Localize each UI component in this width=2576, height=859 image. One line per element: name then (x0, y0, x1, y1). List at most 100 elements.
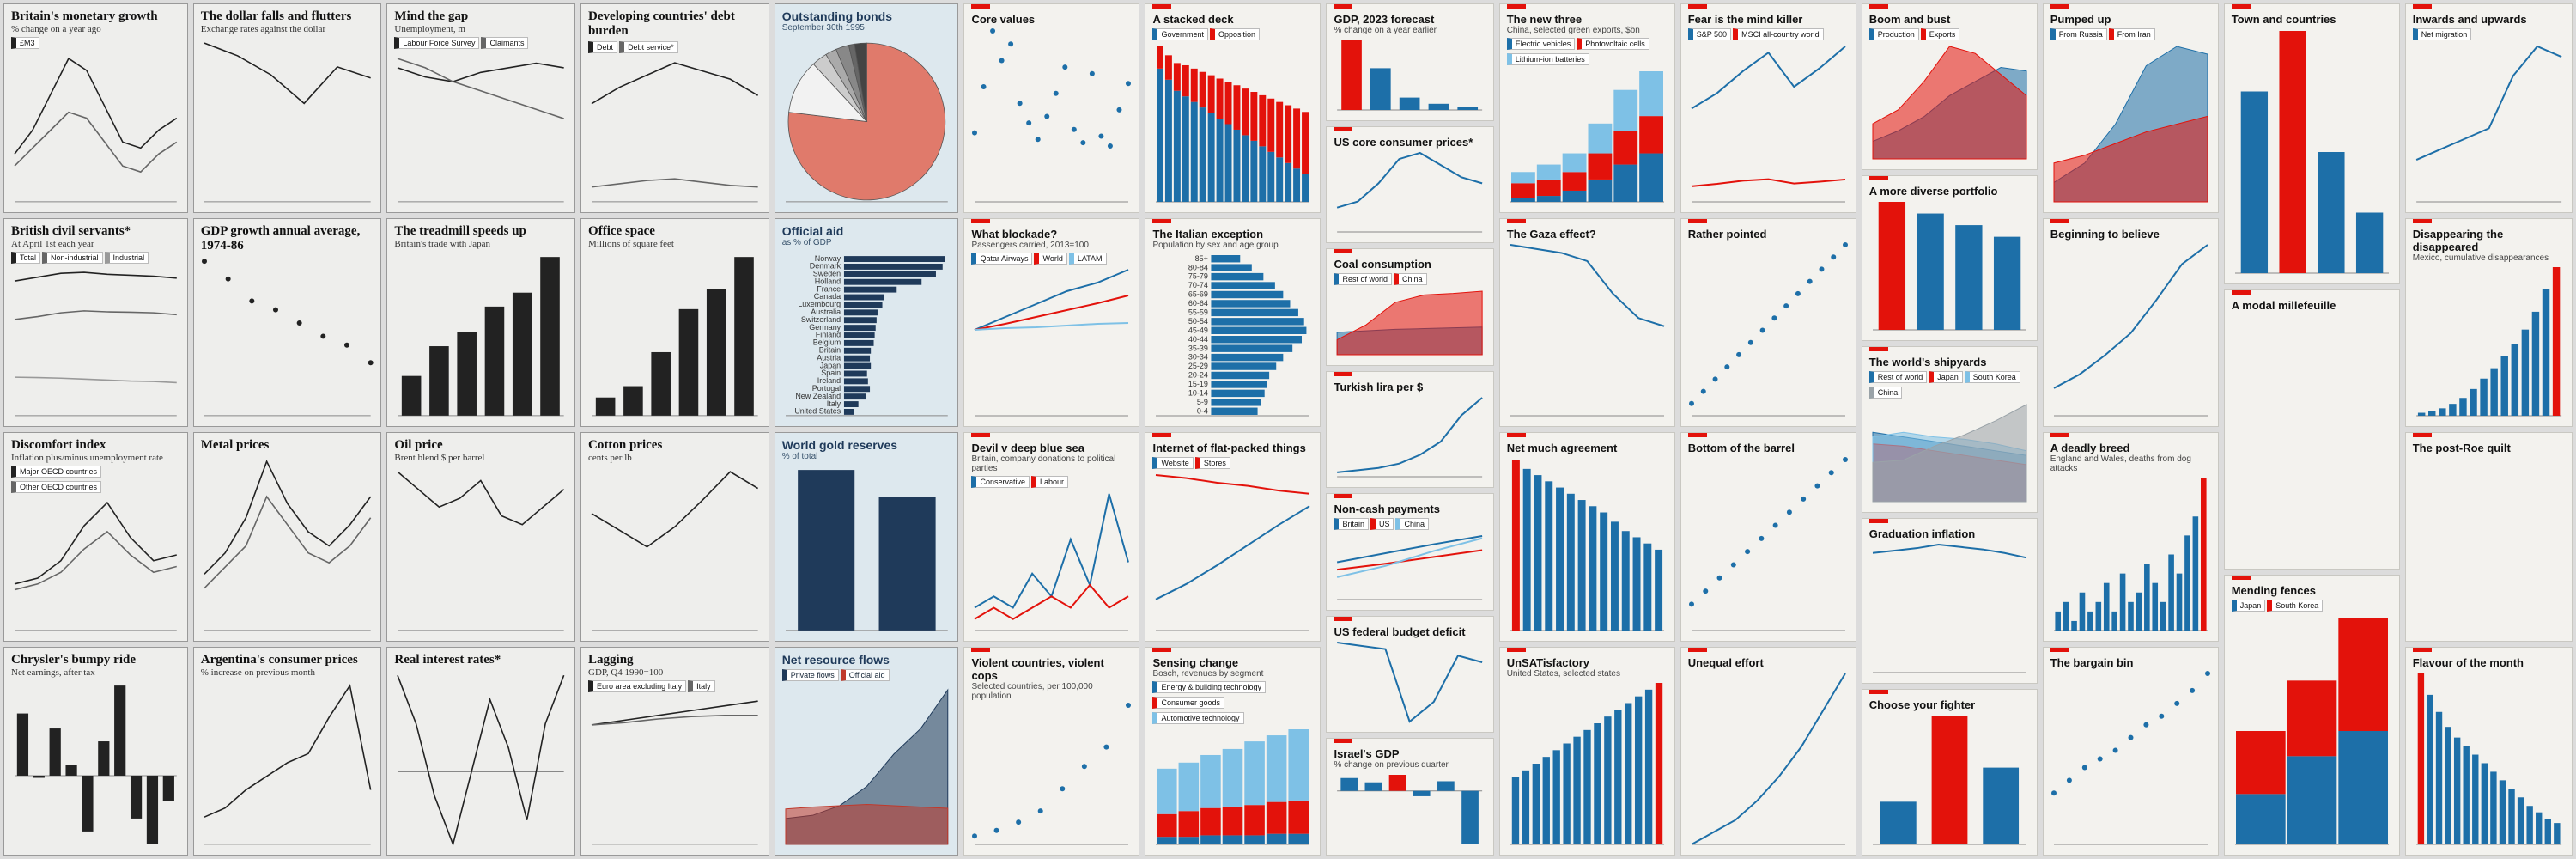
bar (2426, 694, 2433, 844)
category-label: Japan (819, 361, 840, 369)
chart-plot (592, 257, 758, 417)
legend-item: LATAM (1068, 252, 1107, 265)
bar (1267, 735, 1287, 802)
chart-panel: Coal consumption Rest of world China (1326, 248, 1494, 366)
chart-plot (785, 42, 948, 202)
bar (595, 397, 616, 416)
bar (1599, 512, 1607, 631)
bar (623, 386, 643, 416)
chart-title: Office space (588, 223, 655, 238)
chart-column: A stacked deck Government Opposition The It… (1145, 3, 1321, 856)
chart-subtitle: % change on previous quarter (1334, 760, 1449, 771)
bar (2103, 582, 2110, 631)
bar (1293, 168, 1301, 202)
bar (797, 469, 854, 631)
chart-plot (1337, 775, 1483, 845)
legend-item: Debt (588, 41, 618, 53)
bar (1179, 837, 1200, 844)
chart-column: Core values What blockade? Passengers carr… (963, 3, 1140, 856)
chart-plot (1510, 70, 1664, 202)
chart-title: Rather pointed (1687, 227, 1767, 241)
bar (1233, 129, 1241, 202)
chart-title: Chrysler's bumpy ride (11, 652, 137, 667)
bar (1638, 115, 1663, 154)
bar (1288, 800, 1309, 834)
legend-item: Rest of world (1334, 273, 1392, 286)
data-point (1026, 119, 1032, 125)
data-point (2050, 790, 2057, 796)
bar (1552, 750, 1560, 844)
bar (2200, 478, 2207, 631)
chart-plot (2234, 618, 2389, 845)
bar (843, 325, 876, 332)
bar (146, 775, 159, 844)
chart-column: Inwards and upwards Net migration Disappea… (2404, 3, 2573, 856)
series-line (2053, 244, 2208, 389)
chart-title: Discomfort index (11, 438, 106, 452)
data-point (320, 333, 326, 339)
data-point (1054, 90, 1060, 96)
bar (1638, 153, 1663, 202)
chart-title: Disappearing the disappeared (2412, 227, 2504, 253)
category-label: 0-4 (1197, 406, 1208, 415)
bar (130, 775, 143, 819)
data-point (2066, 777, 2072, 783)
chart-column: The dollar falls and flutters Exchange ra… (192, 3, 382, 856)
bar (1522, 770, 1529, 844)
bar (1613, 130, 1637, 165)
bar (1370, 67, 1392, 110)
bar (1655, 683, 1662, 844)
chart-plot (204, 41, 371, 202)
chart-title: The world's shipyards (1868, 356, 1987, 369)
category-label: 70-74 (1188, 281, 1208, 289)
bar (843, 401, 859, 407)
data-point (1702, 588, 1708, 594)
chart-plot (201, 259, 374, 417)
bar (1457, 106, 1479, 110)
bar (1179, 811, 1200, 838)
chart-plot (1872, 544, 2026, 673)
chart-subtitle: England and Wales, deaths from dog attac… (2050, 454, 2191, 473)
chart-subtitle: cents per lb (588, 453, 632, 463)
data-point (272, 307, 278, 313)
series-line (204, 459, 372, 575)
bar (843, 302, 883, 308)
series-line (1156, 473, 1310, 495)
series-area (785, 803, 948, 845)
bar (2055, 611, 2061, 631)
series-line (1337, 534, 1483, 564)
chart-title: Turkish lira per $ (1334, 380, 1424, 393)
chart-title: Metal prices (200, 438, 270, 452)
bar (843, 294, 884, 301)
series-area (2053, 115, 2208, 202)
bar (1536, 179, 1561, 196)
chart-panel: Graduation inflation (1861, 517, 2038, 685)
chart-column: Town and countries A modal millefeuille Me… (2223, 3, 2400, 856)
legend-item: Major OECD countries (11, 466, 102, 478)
chart-plot (204, 459, 372, 631)
chart-column: Britain's monetary growth% change on a y… (3, 3, 188, 856)
data-point (1771, 315, 1777, 321)
chart-panel: Flavour of the month (2404, 646, 2573, 856)
bar (1917, 213, 1944, 331)
bar (1389, 775, 1406, 791)
chart-plot (1688, 456, 1848, 631)
legend-item: Consumer goods (1152, 696, 1224, 709)
bar (843, 408, 854, 415)
bar (1621, 530, 1630, 631)
bar (2235, 731, 2286, 795)
legend: Total Non-industrial Industrial (11, 249, 180, 265)
chart-title: The Italian exception (1152, 227, 1264, 241)
legend-item: Website (1152, 457, 1194, 469)
bar (1250, 91, 1258, 141)
data-point (972, 833, 978, 839)
category-label: Portugal (811, 384, 840, 393)
bar (2095, 601, 2101, 631)
category-label: Spain (821, 369, 841, 377)
category-label: 45-49 (1188, 326, 1208, 334)
bar (843, 393, 866, 400)
bar (2160, 601, 2166, 631)
bar (1211, 255, 1241, 263)
bar (843, 271, 936, 277)
